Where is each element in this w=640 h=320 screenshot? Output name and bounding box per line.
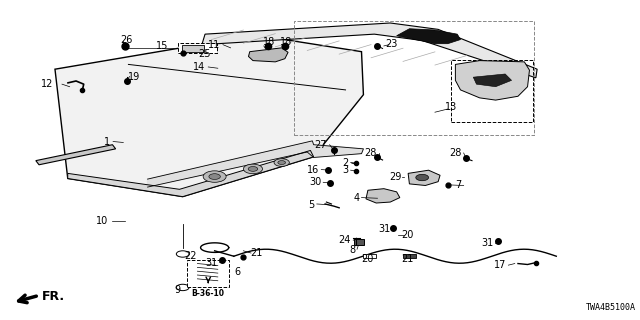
Circle shape: [209, 174, 220, 180]
Text: 27: 27: [314, 140, 326, 150]
Circle shape: [416, 174, 429, 181]
Text: 31: 31: [481, 238, 493, 248]
Text: 2: 2: [342, 157, 349, 168]
Text: 7: 7: [456, 180, 462, 190]
Text: 15: 15: [156, 41, 168, 51]
Polygon shape: [36, 145, 116, 165]
Text: 18: 18: [262, 37, 275, 47]
Polygon shape: [68, 150, 314, 197]
Circle shape: [176, 284, 189, 291]
Text: 19: 19: [129, 72, 141, 82]
Text: 13: 13: [445, 102, 457, 112]
Text: 16: 16: [307, 164, 319, 174]
Text: 8: 8: [349, 245, 355, 255]
Text: 28: 28: [449, 148, 462, 158]
Bar: [182, 45, 204, 52]
Polygon shape: [55, 35, 364, 197]
Text: 20: 20: [402, 230, 414, 240]
Text: 20: 20: [362, 254, 374, 264]
Polygon shape: [202, 23, 537, 78]
Bar: [451, 60, 532, 123]
Text: 31: 31: [378, 224, 390, 235]
Text: 28: 28: [364, 148, 376, 158]
Circle shape: [278, 161, 285, 164]
Circle shape: [243, 164, 262, 174]
Bar: [364, 254, 376, 258]
Text: FR.: FR.: [42, 290, 65, 303]
Text: 11: 11: [207, 40, 220, 50]
Text: 4: 4: [353, 193, 360, 203]
Text: 1: 1: [104, 137, 111, 147]
Text: 21: 21: [402, 254, 414, 264]
Bar: [178, 43, 216, 53]
Text: 25: 25: [198, 49, 211, 59]
Text: 17: 17: [494, 260, 506, 270]
Text: 6: 6: [234, 267, 240, 277]
Text: 12: 12: [41, 79, 53, 89]
Text: 29: 29: [389, 172, 402, 181]
Bar: [354, 239, 364, 245]
Polygon shape: [366, 189, 400, 203]
Text: 30: 30: [309, 177, 321, 187]
Circle shape: [248, 166, 258, 171]
Bar: [187, 260, 228, 287]
Circle shape: [274, 159, 289, 166]
Text: TWA4B5100A: TWA4B5100A: [586, 303, 636, 312]
Circle shape: [203, 171, 226, 182]
Text: 23: 23: [385, 39, 397, 49]
Polygon shape: [473, 74, 511, 87]
Text: B-36-10: B-36-10: [192, 289, 225, 298]
Text: 3: 3: [342, 165, 349, 175]
Polygon shape: [397, 29, 461, 44]
Circle shape: [176, 251, 189, 257]
Bar: [294, 21, 534, 134]
Text: 14: 14: [193, 62, 205, 72]
Text: 10: 10: [96, 216, 108, 226]
Bar: [403, 254, 416, 258]
Text: 21: 21: [250, 248, 262, 258]
Text: 26: 26: [120, 35, 132, 44]
Text: 9: 9: [175, 285, 180, 295]
Polygon shape: [408, 170, 440, 186]
Text: 22: 22: [184, 251, 197, 260]
Polygon shape: [456, 60, 529, 100]
Polygon shape: [148, 141, 364, 187]
Text: 24: 24: [339, 235, 351, 245]
Text: 5: 5: [308, 200, 315, 210]
Text: 31: 31: [205, 258, 218, 268]
Text: 18: 18: [280, 37, 292, 47]
Polygon shape: [248, 48, 288, 62]
